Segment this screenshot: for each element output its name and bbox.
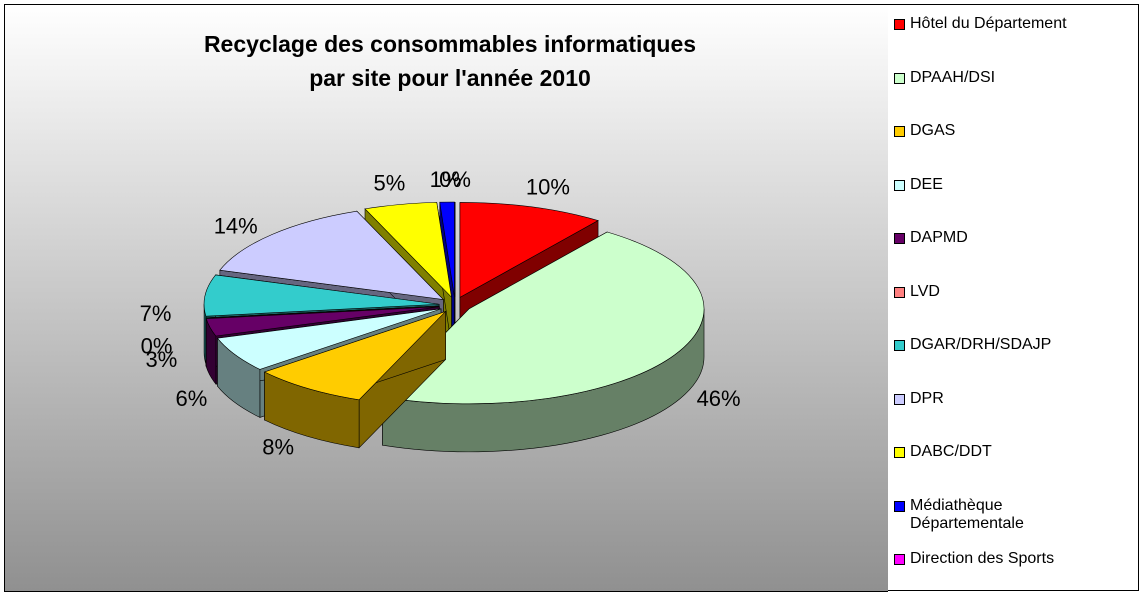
- legend-swatch: [894, 72, 905, 84]
- chart: Recyclage des consommables informatiques…: [4, 4, 888, 592]
- slice: [263, 311, 446, 401]
- legend-item: LVD: [894, 283, 1134, 301]
- legend-label: DEE: [910, 175, 943, 193]
- data-label: 8%: [262, 434, 294, 459]
- legend-item: DEE: [894, 176, 1134, 194]
- legend-swatch: [894, 19, 905, 30]
- slice: [364, 202, 452, 299]
- legend-item: DPR: [894, 390, 1134, 408]
- data-label: 0%: [439, 167, 471, 192]
- data-label: 14%: [214, 214, 258, 239]
- data-label: 6%: [176, 386, 208, 411]
- slice: [439, 201, 455, 298]
- legend-label: Hôtel du Département: [910, 15, 1067, 32]
- legend-label: LVD: [910, 282, 940, 300]
- legend: Hôtel du Département DPAAH/DSI DGAS DEE DAPM…: [888, 4, 1139, 591]
- chart-title: par site pour l'année 2010: [309, 65, 591, 91]
- legend-swatch: [894, 179, 905, 191]
- slice: [219, 210, 445, 300]
- legend-item: Hôtel du Département: [894, 15, 1134, 33]
- legend-label: Médiathèque Départementale: [910, 496, 1024, 532]
- slice: [381, 231, 705, 405]
- legend-item: DPAAH/DSI: [894, 69, 1134, 87]
- legend-label: DABC/DDT: [910, 443, 992, 460]
- legend-swatch: [894, 233, 905, 244]
- legend-swatch: [894, 286, 905, 298]
- legend-swatch: [894, 447, 905, 458]
- legend-swatch: [894, 126, 905, 137]
- legend-item: DABC/DDT: [894, 443, 1134, 461]
- legend-swatch: [894, 554, 905, 565]
- slice: [203, 274, 440, 317]
- data-label: 7%: [140, 301, 172, 326]
- chart-title: Recyclage des consommables informatiques: [204, 31, 696, 57]
- legend-item: DGAS: [894, 122, 1134, 140]
- legend-label: DGAS: [910, 122, 956, 139]
- legend-item: Direction des Sports: [894, 550, 1134, 568]
- legend-label: Direction des Sports: [910, 550, 1055, 567]
- data-label: 10%: [526, 174, 570, 199]
- data-label: 1%: [430, 167, 462, 192]
- slice: [205, 306, 440, 337]
- legend-swatch: [894, 340, 905, 351]
- data-label: 3%: [146, 347, 178, 372]
- legend-label: DPAAH/DSI: [910, 68, 996, 86]
- legend-item: Médiathèque Départementale: [894, 497, 1134, 533]
- legend-item: DAPMD: [894, 229, 1134, 247]
- legend-item: DGAR/DRH/SDAJP: [894, 336, 1134, 354]
- slice: [216, 308, 442, 370]
- legend-label: DGAR/DRH/SDAJP: [910, 336, 1052, 353]
- data-label: 46%: [697, 386, 741, 411]
- slice: [459, 202, 599, 298]
- legend-swatch: [894, 393, 905, 405]
- data-label: 0%: [141, 333, 173, 358]
- legend-label: DPR: [910, 389, 944, 407]
- legend-label: DAPMD: [910, 229, 968, 246]
- legend-swatch: [894, 500, 905, 512]
- data-label: 5%: [373, 171, 405, 196]
